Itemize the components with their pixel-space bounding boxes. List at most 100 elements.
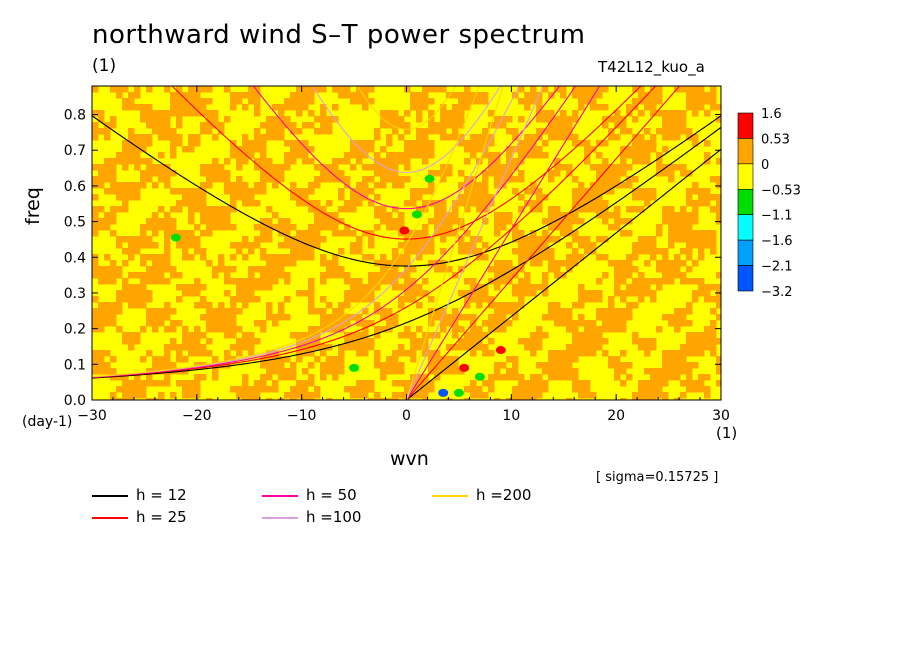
heatmap-cell (644, 398, 651, 400)
heatmap-cell (92, 182, 99, 189)
heatmap-cell (518, 296, 525, 303)
heatmap-cell (602, 122, 609, 129)
heatmap-cell (308, 146, 315, 153)
heatmap-cell (266, 176, 273, 183)
heatmap-cell (446, 122, 453, 129)
heatmap-cell (494, 182, 501, 189)
heatmap-cell (92, 296, 99, 303)
heatmap-cell (656, 380, 663, 387)
heatmap-cell (116, 158, 123, 165)
heatmap-cell (422, 278, 429, 285)
heatmap-cell (236, 284, 243, 291)
heatmap-cell (122, 296, 129, 303)
heatmap-cell (614, 278, 621, 285)
heatmap-cell (650, 134, 657, 141)
heatmap-cell (254, 320, 261, 327)
heatmap-cell (368, 140, 375, 147)
heatmap-cell (608, 308, 615, 315)
heatmap-cell (434, 122, 441, 129)
heatmap-cell (368, 272, 375, 279)
heatmap-cell (278, 308, 285, 315)
heatmap-cell (608, 188, 615, 195)
heatmap-cell (182, 356, 189, 363)
heatmap-cell (698, 236, 705, 243)
heatmap-cell (128, 338, 135, 345)
heatmap-cell (164, 224, 171, 231)
heatmap-cell (626, 284, 633, 291)
heatmap-cell (260, 188, 267, 195)
heatmap-cell (212, 326, 219, 333)
heatmap-cell (104, 158, 111, 165)
heatmap-cell (200, 302, 207, 309)
heatmap-cell (296, 338, 303, 345)
heatmap-cell (110, 116, 117, 123)
heatmap-cell (482, 392, 489, 399)
heatmap-cell (272, 362, 279, 369)
heatmap-cell (368, 284, 375, 291)
heatmap-cell (584, 98, 591, 105)
heatmap-cell (584, 386, 591, 393)
heatmap-cell (548, 368, 555, 375)
heatmap-cell (308, 158, 315, 165)
colorbar-label-3: −0.53 (761, 183, 801, 198)
chart-title: northward wind S–T power spectrum (92, 20, 586, 50)
heatmap-cell (314, 212, 321, 219)
heatmap-cell (578, 386, 585, 393)
heatmap-cell (416, 92, 423, 99)
heatmap-cell (638, 206, 645, 213)
heatmap-cell (440, 314, 447, 321)
heatmap-cell (260, 164, 267, 171)
heatmap-cell (278, 272, 285, 279)
heatmap-cell (596, 104, 603, 111)
heatmap-cell (518, 176, 525, 183)
heatmap-cell (572, 302, 579, 309)
heatmap-cell (218, 320, 225, 327)
heatmap-cell (536, 206, 543, 213)
heatmap-cell (590, 188, 597, 195)
heatmap-cell (446, 344, 453, 351)
heatmap-cell (422, 338, 429, 345)
heatmap-cell (368, 278, 375, 285)
heatmap-cell (650, 296, 657, 303)
heatmap-cell (668, 242, 675, 249)
heatmap-cell (386, 308, 393, 315)
heatmap-cell (230, 254, 237, 261)
heatmap-cell (668, 128, 675, 135)
heatmap-cell (272, 212, 279, 219)
heatmap-cell (92, 356, 99, 363)
heatmap-cell (170, 326, 177, 333)
heatmap-cell (176, 86, 183, 93)
heatmap-cell (698, 350, 705, 357)
heatmap-cell (524, 248, 531, 255)
heatmap-cell (620, 128, 627, 135)
heatmap-cell (560, 122, 567, 129)
heatmap-cell (692, 260, 699, 267)
heatmap-cell (158, 254, 165, 261)
heatmap-cell (152, 356, 159, 363)
heatmap-cell (602, 350, 609, 357)
heatmap-cell (398, 302, 405, 309)
heatmap-cell (566, 122, 573, 129)
heatmap-cell (524, 392, 531, 399)
heatmap-cell (176, 206, 183, 213)
heatmap-cell (338, 206, 345, 213)
heatmap-cell (110, 356, 117, 363)
heatmap-cell (620, 182, 627, 189)
heatmap-cell (506, 272, 513, 279)
heatmap-cell (422, 128, 429, 135)
heatmap-cell (416, 374, 423, 381)
heatmap-cell (416, 194, 423, 201)
heatmap-cell (200, 254, 207, 261)
heatmap-cell (362, 230, 369, 237)
heatmap-cell (110, 170, 117, 177)
heatmap-cell (374, 194, 381, 201)
heatmap-cell (482, 134, 489, 141)
heatmap-cell (200, 164, 207, 171)
heatmap-cell (548, 308, 555, 315)
heatmap-cell (686, 302, 693, 309)
heatmap-cell (422, 398, 429, 400)
heatmap-cell (578, 218, 585, 225)
heatmap-cell (674, 260, 681, 267)
heatmap-cell (116, 266, 123, 273)
heatmap-cell (146, 224, 153, 231)
